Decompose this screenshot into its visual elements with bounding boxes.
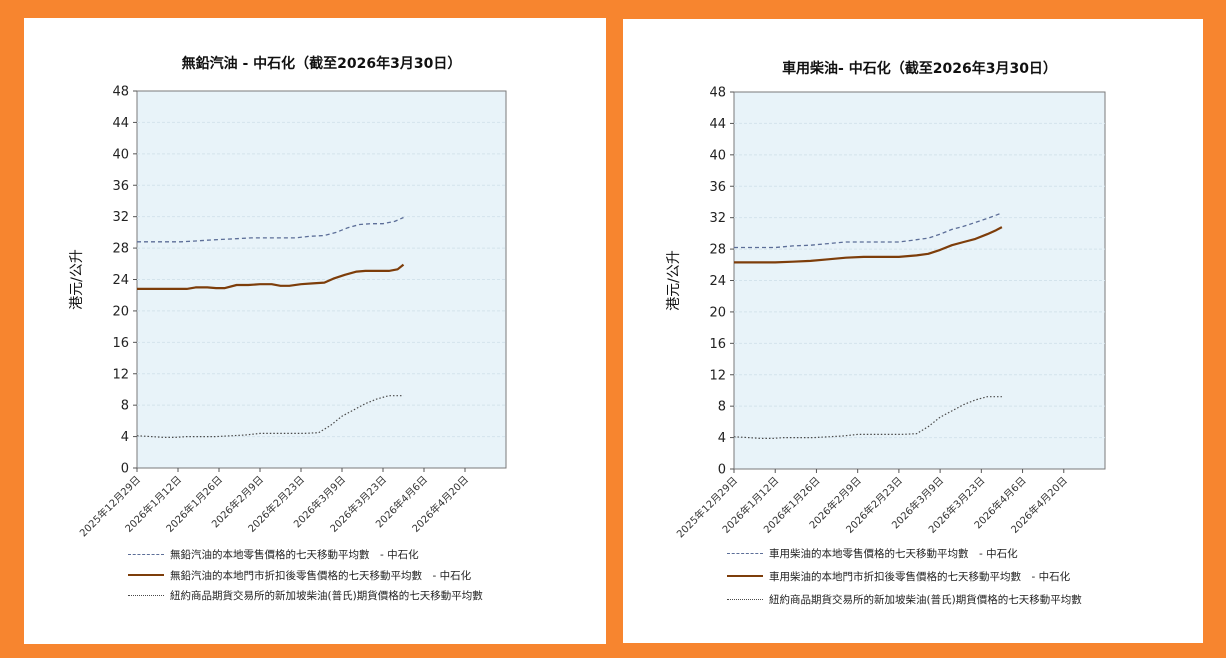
legend-swatch-solid <box>727 575 763 577</box>
legend-swatch-solid <box>128 574 164 576</box>
y-tick-label: 8 <box>718 400 726 415</box>
y-tick-label: 0 <box>121 462 129 477</box>
y-tick-label: 40 <box>709 148 726 163</box>
y-tick-label: 8 <box>121 399 129 414</box>
y-tick-label: 28 <box>112 242 129 257</box>
legend-swatch-dashed <box>128 553 164 555</box>
y-tick-label: 16 <box>112 336 129 351</box>
chart-panel-petrol: 無鉛汽油 - 中石化（截至2026年3月30日） 0 4 8 12 16 20 24 28 32 3… <box>24 18 606 644</box>
series-line-dashed <box>734 212 1003 249</box>
y-tick-label: 16 <box>709 337 726 352</box>
legend-item-discount: 車用柴油的本地門市折扣後零售價格的七天移動平均數 - 中石化 <box>727 568 1070 584</box>
legend-swatch-dotted <box>727 598 763 600</box>
legend-label: 紐約商品期貨交易所的新加坡柴油(普氏)期貨價格的七天移動平均數 <box>170 589 483 602</box>
y-tick-label: 20 <box>709 305 726 320</box>
y-tick-label: 20 <box>112 304 129 319</box>
y-tick-label: 36 <box>112 179 129 194</box>
diesel-chart: 車用柴油- 中石化（截至2026年3月30日）04812162024283236… <box>666 60 1106 540</box>
y-tick-label: 32 <box>709 211 726 226</box>
y-tick-label: 24 <box>709 274 726 289</box>
legend-label: 紐約商品期貨交易所的新加坡柴油(普氏)期貨價格的七天移動平均數 <box>769 593 1082 606</box>
y-tick-label: 48 <box>112 85 129 100</box>
y-tick-label: 12 <box>112 367 129 382</box>
y-tick-label: 12 <box>709 368 726 383</box>
y-tick-label: 32 <box>112 210 129 225</box>
legend-swatch-dashed <box>727 552 763 554</box>
y-tick-label: 44 <box>112 116 129 131</box>
chart-panel-diesel: 車用柴油- 中石化（截至2026年3月30日） 0 4 8 12 16 20 24 28 32 36… <box>623 19 1203 643</box>
y-axis-label: 港元/公升 <box>666 250 682 311</box>
legend-label: 車用柴油的本地零售價格的七天移動平均數 - 中石化 <box>769 547 1018 560</box>
y-tick-label: 44 <box>709 117 726 132</box>
legend-swatch-dotted <box>128 594 164 596</box>
y-tick-label: 36 <box>709 180 726 195</box>
legend-item-discount: 無鉛汽油的本地門市折扣後零售價格的七天移動平均數 - 中石化 <box>128 567 471 583</box>
y-tick-label: 4 <box>718 431 726 446</box>
series-line-solid <box>734 226 1003 264</box>
chart-title: 無鉛汽油 - 中石化（截至2026年3月30日） <box>182 55 462 72</box>
series-line-dashed <box>137 216 404 243</box>
legend-item-futures: 紐約商品期貨交易所的新加坡柴油(普氏)期貨價格的七天移動平均數 <box>727 591 1082 607</box>
legend-item-futures: 紐約商品期貨交易所的新加坡柴油(普氏)期貨價格的七天移動平均數 <box>128 587 483 603</box>
y-tick-label: 4 <box>121 430 129 445</box>
legend-label: 車用柴油的本地門市折扣後零售價格的七天移動平均數 - 中石化 <box>769 570 1071 583</box>
y-tick-label: 48 <box>709 86 726 101</box>
y-tick-label: 0 <box>718 463 726 478</box>
y-tick-label: 24 <box>112 273 129 288</box>
petrol-chart: 無鉛汽油 - 中石化（截至2026年3月30日）0481216202428323… <box>69 55 507 539</box>
y-tick-label: 40 <box>112 147 129 162</box>
y-tick-label: 28 <box>709 243 726 258</box>
y-axis-label: 港元/公升 <box>69 249 85 310</box>
legend-item-retail: 無鉛汽油的本地零售價格的七天移動平均數 - 中石化 <box>128 546 419 562</box>
series-line-solid <box>137 263 405 290</box>
legend-label: 無鉛汽油的本地零售價格的七天移動平均數 - 中石化 <box>170 548 419 561</box>
chart-title: 車用柴油- 中石化（截至2026年3月30日） <box>782 60 1057 77</box>
legend-item-retail: 車用柴油的本地零售價格的七天移動平均數 - 中石化 <box>727 545 1018 561</box>
legend-label: 無鉛汽油的本地門市折扣後零售價格的七天移動平均數 - 中石化 <box>170 569 472 582</box>
